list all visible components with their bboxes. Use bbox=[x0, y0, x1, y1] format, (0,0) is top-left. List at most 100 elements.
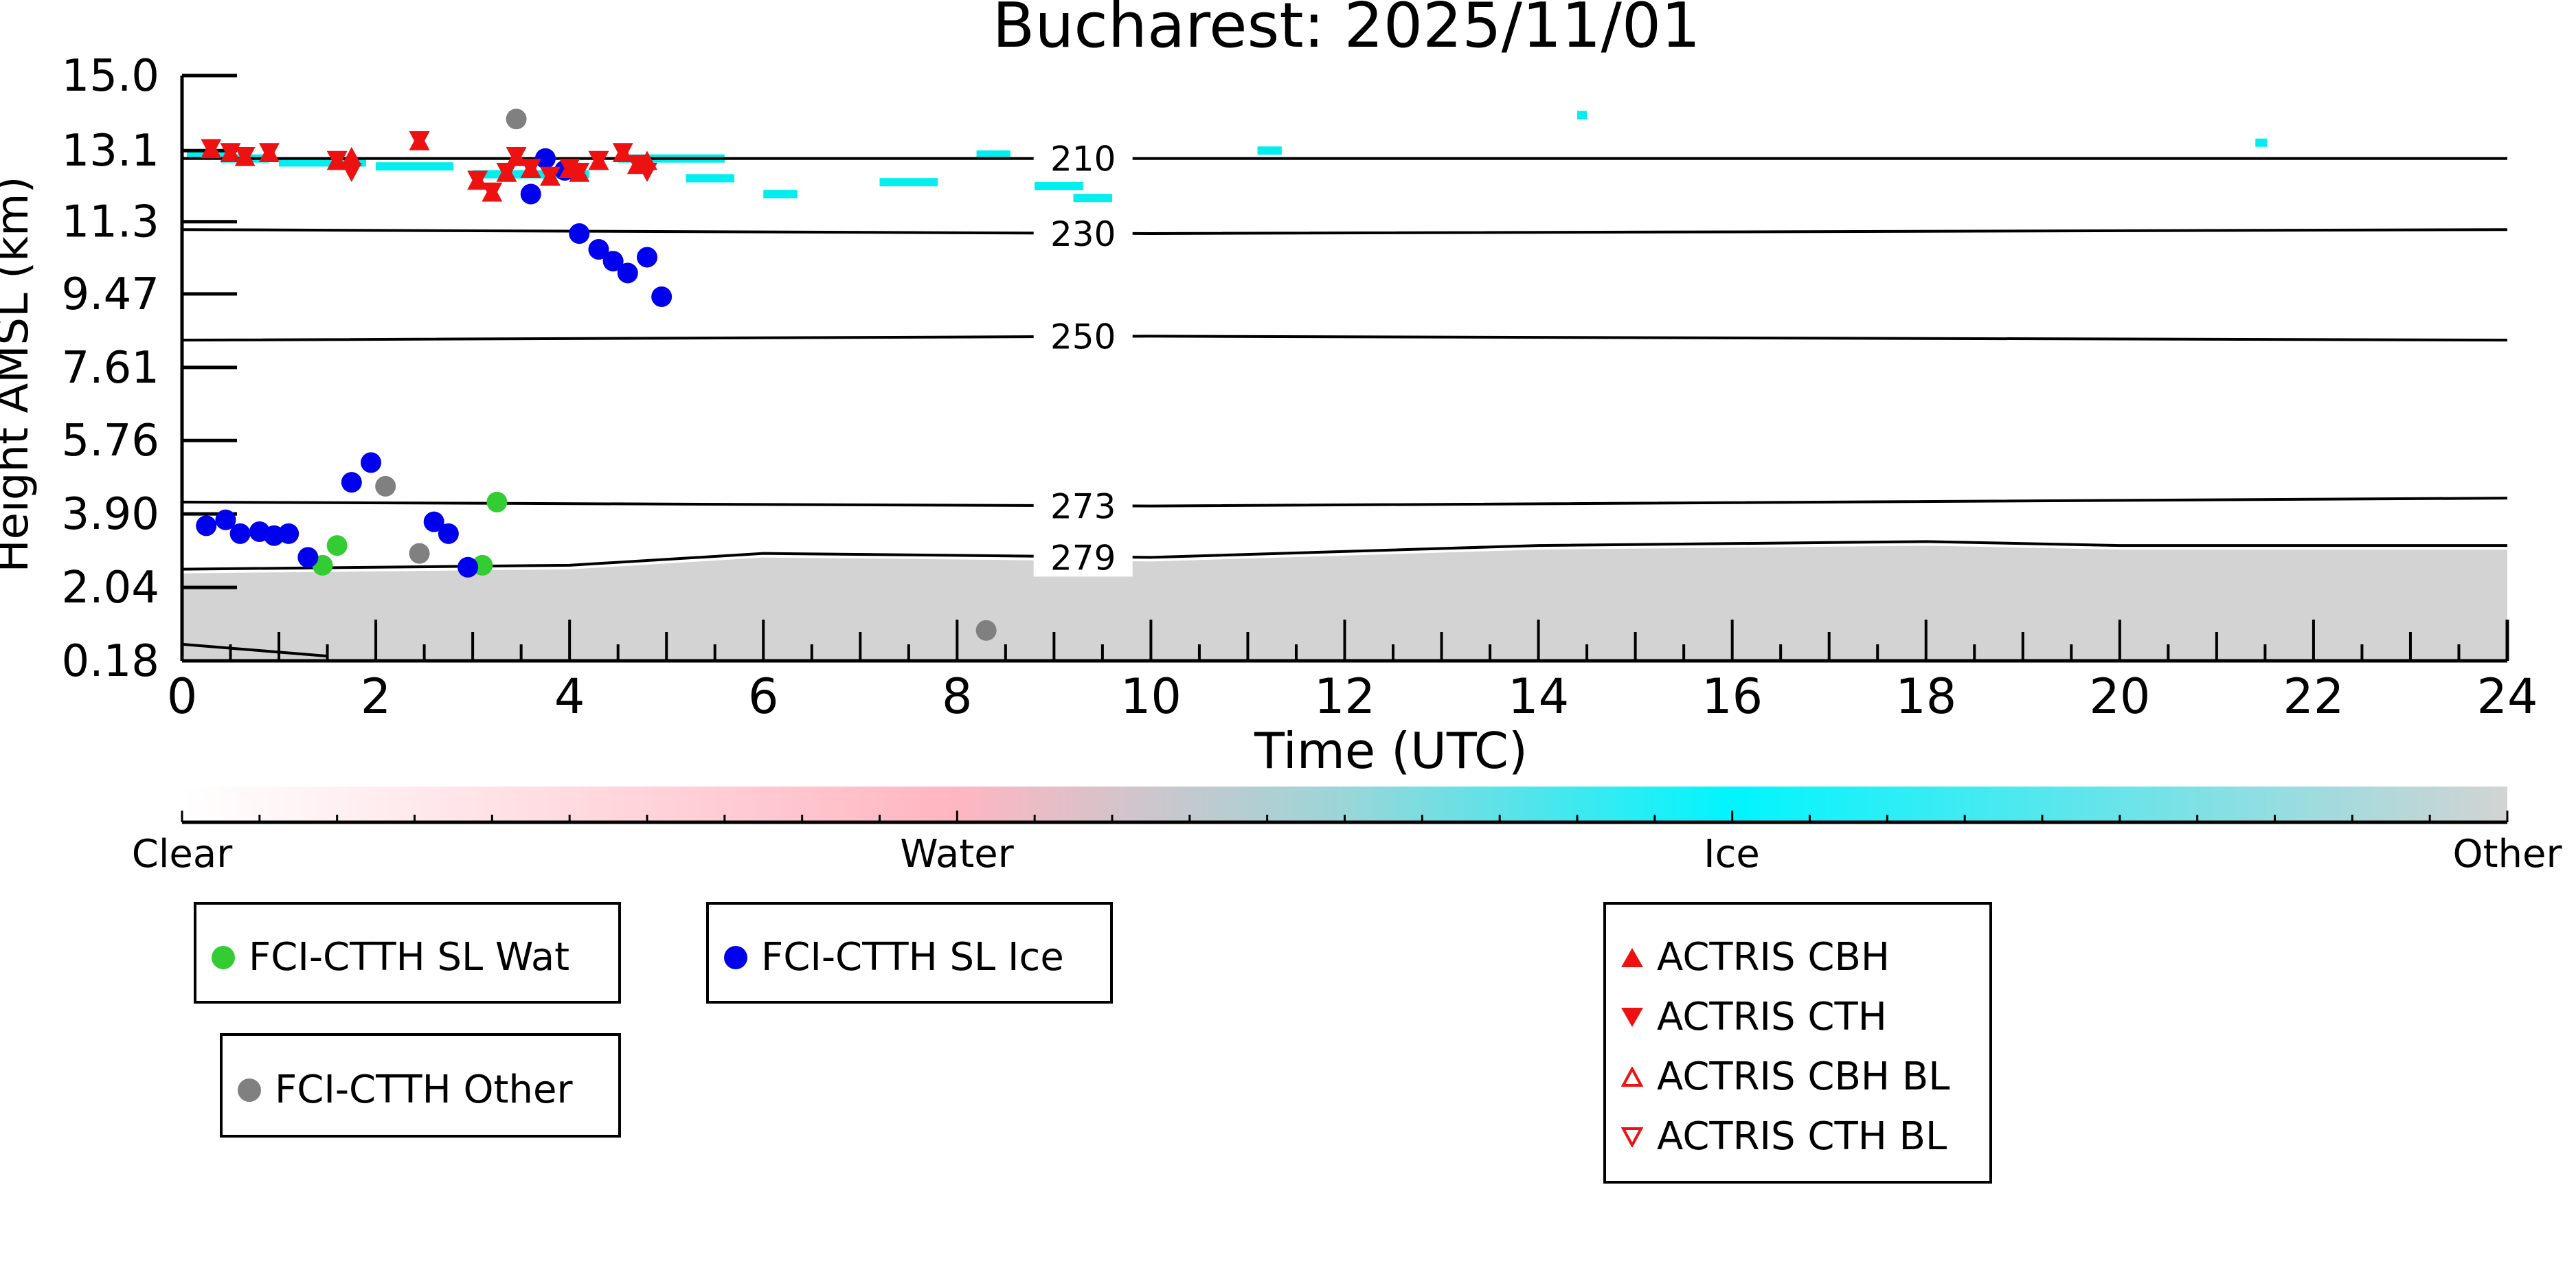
legend-label-other: FCI-CTTH Other bbox=[275, 1067, 573, 1112]
isotherm-label-273: 273 bbox=[1050, 487, 1116, 527]
legend-other: FCI-CTTH Other bbox=[220, 1033, 621, 1138]
legend-ice: FCI-CTTH SL Ice bbox=[706, 902, 1113, 1004]
fci-ctth-other-point bbox=[506, 109, 527, 130]
isotherm-label-bg bbox=[1033, 538, 1133, 577]
fci-ctth-sl-ice-point bbox=[196, 515, 217, 536]
actris-cth-point bbox=[467, 170, 488, 190]
fci-ctth-other-point bbox=[409, 543, 430, 564]
colorbar-label-water: Water bbox=[900, 832, 1015, 877]
fci-ctth-sl-ice-point bbox=[637, 247, 657, 268]
actris-cth-point bbox=[258, 143, 280, 163]
fci-ctth-sl-ice-point bbox=[588, 238, 609, 260]
water-marker-icon bbox=[212, 945, 235, 969]
isotherm-label-279: 279 bbox=[1050, 538, 1116, 578]
cloud-type-colorbar: Clear Water Ice Other bbox=[132, 787, 2562, 877]
actris-cth-point bbox=[626, 155, 648, 174]
cirrus-patch-12 bbox=[1257, 146, 1282, 155]
y-tick-label: 7.61 bbox=[62, 343, 160, 394]
fci-ctth-sl-ice-point bbox=[569, 223, 590, 244]
x-tick-label: 4 bbox=[554, 668, 585, 725]
isotherm-label-bg bbox=[1033, 139, 1133, 178]
fci-ctth-sl-ice-point bbox=[361, 452, 382, 473]
isotherm-label-230: 230 bbox=[1050, 214, 1116, 254]
y-tick-label: 15.0 bbox=[62, 51, 160, 102]
cirrus-patch-7 bbox=[763, 190, 798, 199]
legend-label-cth: ACTRIS CTH bbox=[1657, 995, 1887, 1039]
isotherm-lines: 210 230 250 273 279 bbox=[181, 139, 2508, 578]
data-markers bbox=[196, 109, 997, 641]
y-tick-label: 5.76 bbox=[62, 416, 160, 466]
y-tick-label: 11.3 bbox=[62, 197, 160, 248]
isotherm-273 bbox=[181, 497, 2508, 508]
legend-label-water: FCI-CTTH SL Wat bbox=[249, 935, 570, 980]
cirrus-patch-9 bbox=[976, 150, 1010, 159]
x-tick-label: 0 bbox=[167, 668, 198, 725]
colorbar-label-other: Other bbox=[2452, 832, 2562, 877]
fci-ctth-sl-ice-point bbox=[438, 523, 459, 544]
isotherm-label-bg bbox=[1033, 317, 1133, 356]
inset-contour bbox=[181, 642, 328, 658]
x-tick-label: 18 bbox=[1895, 668, 1956, 725]
cirrus-patch-13 bbox=[1577, 111, 1588, 120]
x-tick-label: 14 bbox=[1508, 668, 1569, 725]
isotherm-250 bbox=[181, 335, 2508, 342]
x-axis-label: Time (UTC) bbox=[1254, 722, 1528, 780]
actris-cth-point bbox=[569, 162, 590, 182]
cirrus-patch-14 bbox=[2255, 138, 2268, 147]
triangle-down-icon bbox=[1621, 1007, 1643, 1027]
legend-water: FCI-CTTH SL Wat bbox=[194, 902, 621, 1004]
fci-ctth-sl-ice-point bbox=[617, 262, 638, 284]
triangle-up-icon bbox=[1621, 947, 1643, 967]
fci-ctth-other-point bbox=[975, 620, 997, 641]
fci-ctth-sl-ice-point bbox=[534, 148, 556, 169]
isotherm-label-bg bbox=[1033, 486, 1133, 526]
actris-cth-point bbox=[341, 162, 362, 182]
actris-cbh-point bbox=[341, 146, 362, 166]
fci-ctth-sl-ice-point bbox=[297, 547, 319, 568]
isotherm-label-250: 250 bbox=[1050, 317, 1116, 357]
triangle-down-outline-icon bbox=[1621, 1127, 1643, 1147]
x-tick-label: 22 bbox=[2283, 668, 2344, 725]
x-tick-label: 6 bbox=[748, 668, 779, 725]
plot-axes: 0 2 4 6 8 10 12 14 16 18 20 22 240.182.043.905.767.6… bbox=[62, 51, 2538, 725]
chart-title: Bucharest: 2025/11/01 bbox=[993, 0, 1701, 62]
legend-label-cth-bl: ACTRIS CTH BL bbox=[1657, 1114, 1947, 1159]
actris-cth-point bbox=[409, 131, 430, 150]
cirrus-patch-11 bbox=[1073, 194, 1112, 203]
x-tick-label: 10 bbox=[1120, 668, 1182, 725]
actris-cth-point bbox=[539, 166, 561, 186]
actris-cth-point bbox=[496, 162, 517, 182]
actris-cth-point bbox=[588, 150, 609, 170]
actris-cth-point bbox=[506, 146, 527, 166]
isotherm-230 bbox=[181, 228, 2508, 235]
triangle-up-outline-icon bbox=[1621, 1066, 1643, 1087]
x-tick-label: 8 bbox=[942, 668, 973, 725]
y-axis-label: Height AMSL (km) bbox=[0, 177, 38, 573]
actris-cth-point bbox=[637, 162, 657, 182]
cirrus-patch-8 bbox=[879, 178, 938, 187]
fci-ctth-sl-ice-point bbox=[341, 472, 362, 493]
fci-ctth-other-point bbox=[375, 475, 396, 497]
actris-cth-point bbox=[201, 139, 222, 159]
fci-ctth-sl-wat-point bbox=[326, 535, 348, 556]
x-tick-label: 20 bbox=[2089, 668, 2150, 725]
y-tick-label: 3.90 bbox=[62, 489, 160, 540]
y-tick-label: 9.47 bbox=[62, 269, 160, 320]
ice-marker-icon bbox=[724, 945, 747, 969]
y-tick-label: 13.1 bbox=[62, 126, 160, 177]
legend-label-cbh: ACTRIS CBH bbox=[1657, 935, 1890, 980]
actris-cth-point bbox=[482, 182, 503, 202]
legend-label-ice: FCI-CTTH SL Ice bbox=[761, 935, 1064, 980]
isotherm-label-210: 210 bbox=[1050, 139, 1116, 179]
legend-label-cbh-bl: ACTRIS CBH BL bbox=[1657, 1054, 1950, 1099]
fci-ctth-sl-ice-point bbox=[520, 183, 541, 205]
colorbar-label-clear: Clear bbox=[132, 832, 233, 877]
y-tick-label: 0.18 bbox=[62, 636, 160, 687]
fci-ctth-sl-ice-point bbox=[229, 523, 251, 544]
actris-cth-point bbox=[234, 146, 256, 166]
fci-ctth-sl-wat-point bbox=[486, 491, 508, 512]
cirrus-patch-6 bbox=[686, 174, 734, 183]
fci-ctth-sl-ice-point bbox=[602, 251, 624, 272]
x-tick-label: 16 bbox=[1702, 668, 1763, 725]
